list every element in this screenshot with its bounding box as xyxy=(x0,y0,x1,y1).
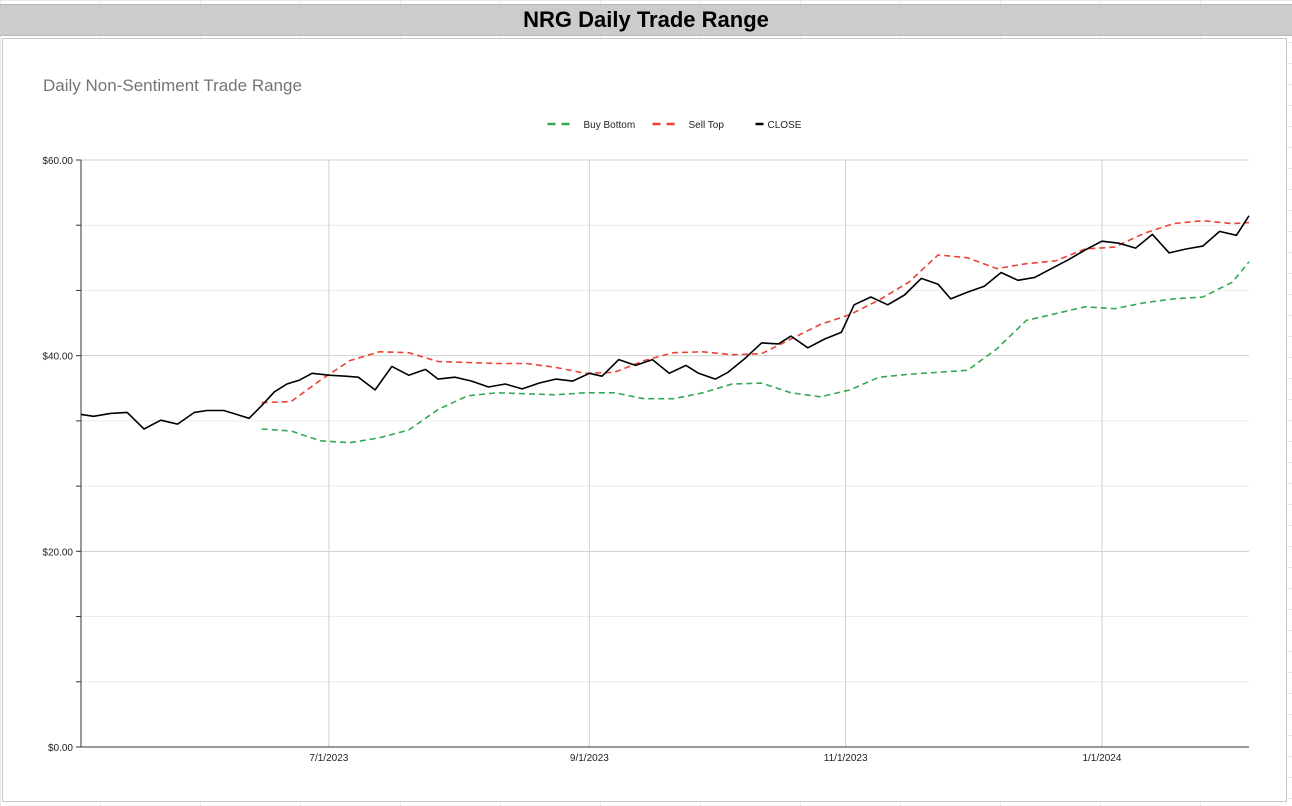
x-tick-label: 11/1/2023 xyxy=(824,753,868,764)
legend-label: CLOSE xyxy=(768,120,802,131)
x-tick-label: 7/1/2023 xyxy=(309,753,348,764)
y-tick-label: $40.00 xyxy=(42,352,73,363)
gridlines xyxy=(81,159,1249,747)
x-tick-label: 9/1/2023 xyxy=(570,753,609,764)
y-tick-label: $60.00 xyxy=(42,156,73,167)
series-line-close[interactable] xyxy=(80,215,1250,430)
axes: $0.00 $20.00 $40.00 $60.00 7/1/2023 9/1/2023 1… xyxy=(42,156,1249,764)
legend-label: Buy Bottom xyxy=(584,120,636,131)
chart-legend: Buy Bottom Sell Top CLOSE xyxy=(547,120,802,131)
legend-item-buy-bottom[interactable]: Buy Bottom xyxy=(547,120,636,131)
x-tick-label: 1/1/2024 xyxy=(1082,753,1121,764)
line-chart[interactable]: Daily Non-Sentiment Trade Range Buy Bott… xyxy=(3,39,1286,801)
sheet-title: NRG Daily Trade Range xyxy=(523,7,769,32)
chart-container[interactable]: Daily Non-Sentiment Trade Range Buy Bott… xyxy=(2,38,1287,802)
legend-item-sell-top[interactable]: Sell Top xyxy=(652,120,725,131)
y-tick-label: $20.00 xyxy=(42,547,73,558)
legend-item-close[interactable]: CLOSE xyxy=(755,120,802,131)
series-line-buy-bottom[interactable] xyxy=(261,261,1250,444)
series-layer xyxy=(80,215,1250,444)
series-line-sell-top[interactable] xyxy=(261,219,1250,404)
chart-title: Daily Non-Sentiment Trade Range xyxy=(43,76,302,95)
legend-label: Sell Top xyxy=(689,120,725,131)
sheet-title-bar: NRG Daily Trade Range xyxy=(0,4,1292,36)
y-tick-label: $0.00 xyxy=(48,743,73,754)
